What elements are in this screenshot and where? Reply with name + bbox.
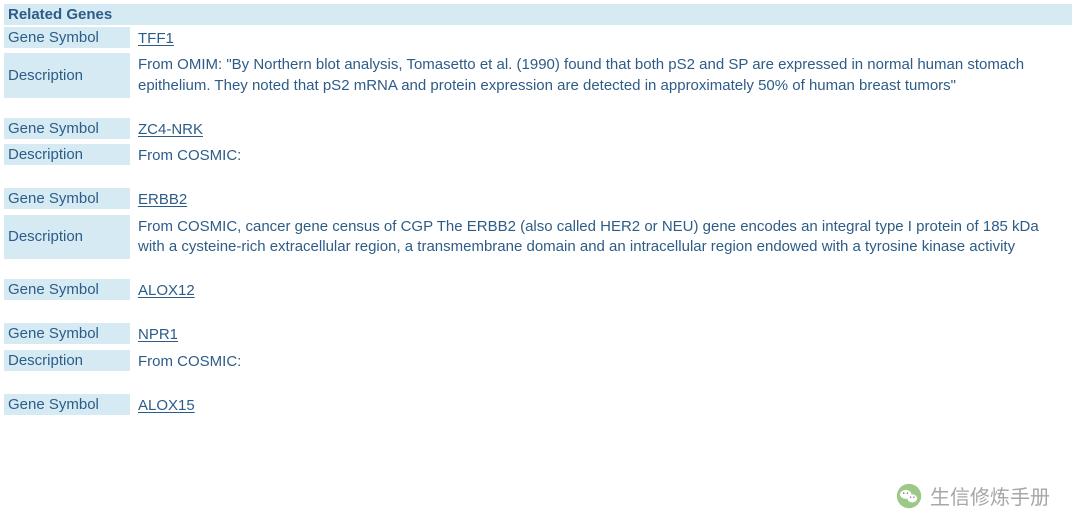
gene-symbol-label: Gene Symbol (4, 323, 130, 344)
gene-symbol-value: ZC4-NRK (130, 118, 1072, 142)
gene-symbol-value: NPR1 (130, 323, 1072, 347)
gene-symbol-value: TFF1 (130, 27, 1072, 51)
gene-symbol-value: ERBB2 (130, 188, 1072, 212)
gene-symbol-value: ALOX15 (130, 394, 1072, 418)
gene-description-label: Description (4, 215, 130, 260)
gene-link[interactable]: TFF1 (138, 30, 174, 47)
gene-link[interactable]: ALOX15 (138, 397, 195, 414)
gene-description-label: Description (4, 144, 130, 165)
gene-symbol-row: Gene Symbol NPR1 (4, 323, 1072, 347)
gene-description-label: Description (4, 350, 130, 371)
gene-description-value: From COSMIC: (130, 144, 1072, 168)
gene-description-value: From COSMIC, cancer gene census of CGP T… (130, 215, 1072, 260)
watermark-text: 生信修炼手册 (930, 481, 1050, 510)
gene-description-label: Description (4, 53, 130, 98)
gene-symbol-value: ALOX12 (130, 279, 1072, 303)
gene-symbol-row: Gene Symbol ALOX15 (4, 394, 1072, 418)
gene-symbol-label: Gene Symbol (4, 27, 130, 48)
gene-link[interactable]: ERBB2 (138, 191, 187, 208)
gene-symbol-row: Gene Symbol ERBB2 (4, 188, 1072, 212)
gene-link[interactable]: NPR1 (138, 326, 178, 343)
gene-description-value: From OMIM: "By Northern blot analysis, T… (130, 53, 1072, 98)
gene-symbol-label: Gene Symbol (4, 394, 130, 415)
gene-description-row: Description From COSMIC: (4, 350, 1072, 374)
section-header: Related Genes (4, 4, 1072, 25)
watermark: 生信修炼手册 (896, 481, 1050, 510)
wechat-icon (896, 483, 922, 509)
gene-symbol-row: Gene Symbol ALOX12 (4, 279, 1072, 303)
gene-description-value: From COSMIC: (130, 350, 1072, 374)
gene-symbol-row: Gene Symbol ZC4-NRK (4, 118, 1072, 142)
gene-symbol-row: Gene Symbol TFF1 (4, 27, 1072, 51)
gene-description-row: Description From OMIM: "By Northern blot… (4, 53, 1072, 98)
gene-symbol-label: Gene Symbol (4, 279, 130, 300)
gene-symbol-label: Gene Symbol (4, 118, 130, 139)
gene-link[interactable]: ALOX12 (138, 282, 195, 299)
gene-link[interactable]: ZC4-NRK (138, 121, 203, 138)
gene-symbol-label: Gene Symbol (4, 188, 130, 209)
gene-description-row: Description From COSMIC, cancer gene cen… (4, 215, 1072, 260)
gene-description-row: Description From COSMIC: (4, 144, 1072, 168)
